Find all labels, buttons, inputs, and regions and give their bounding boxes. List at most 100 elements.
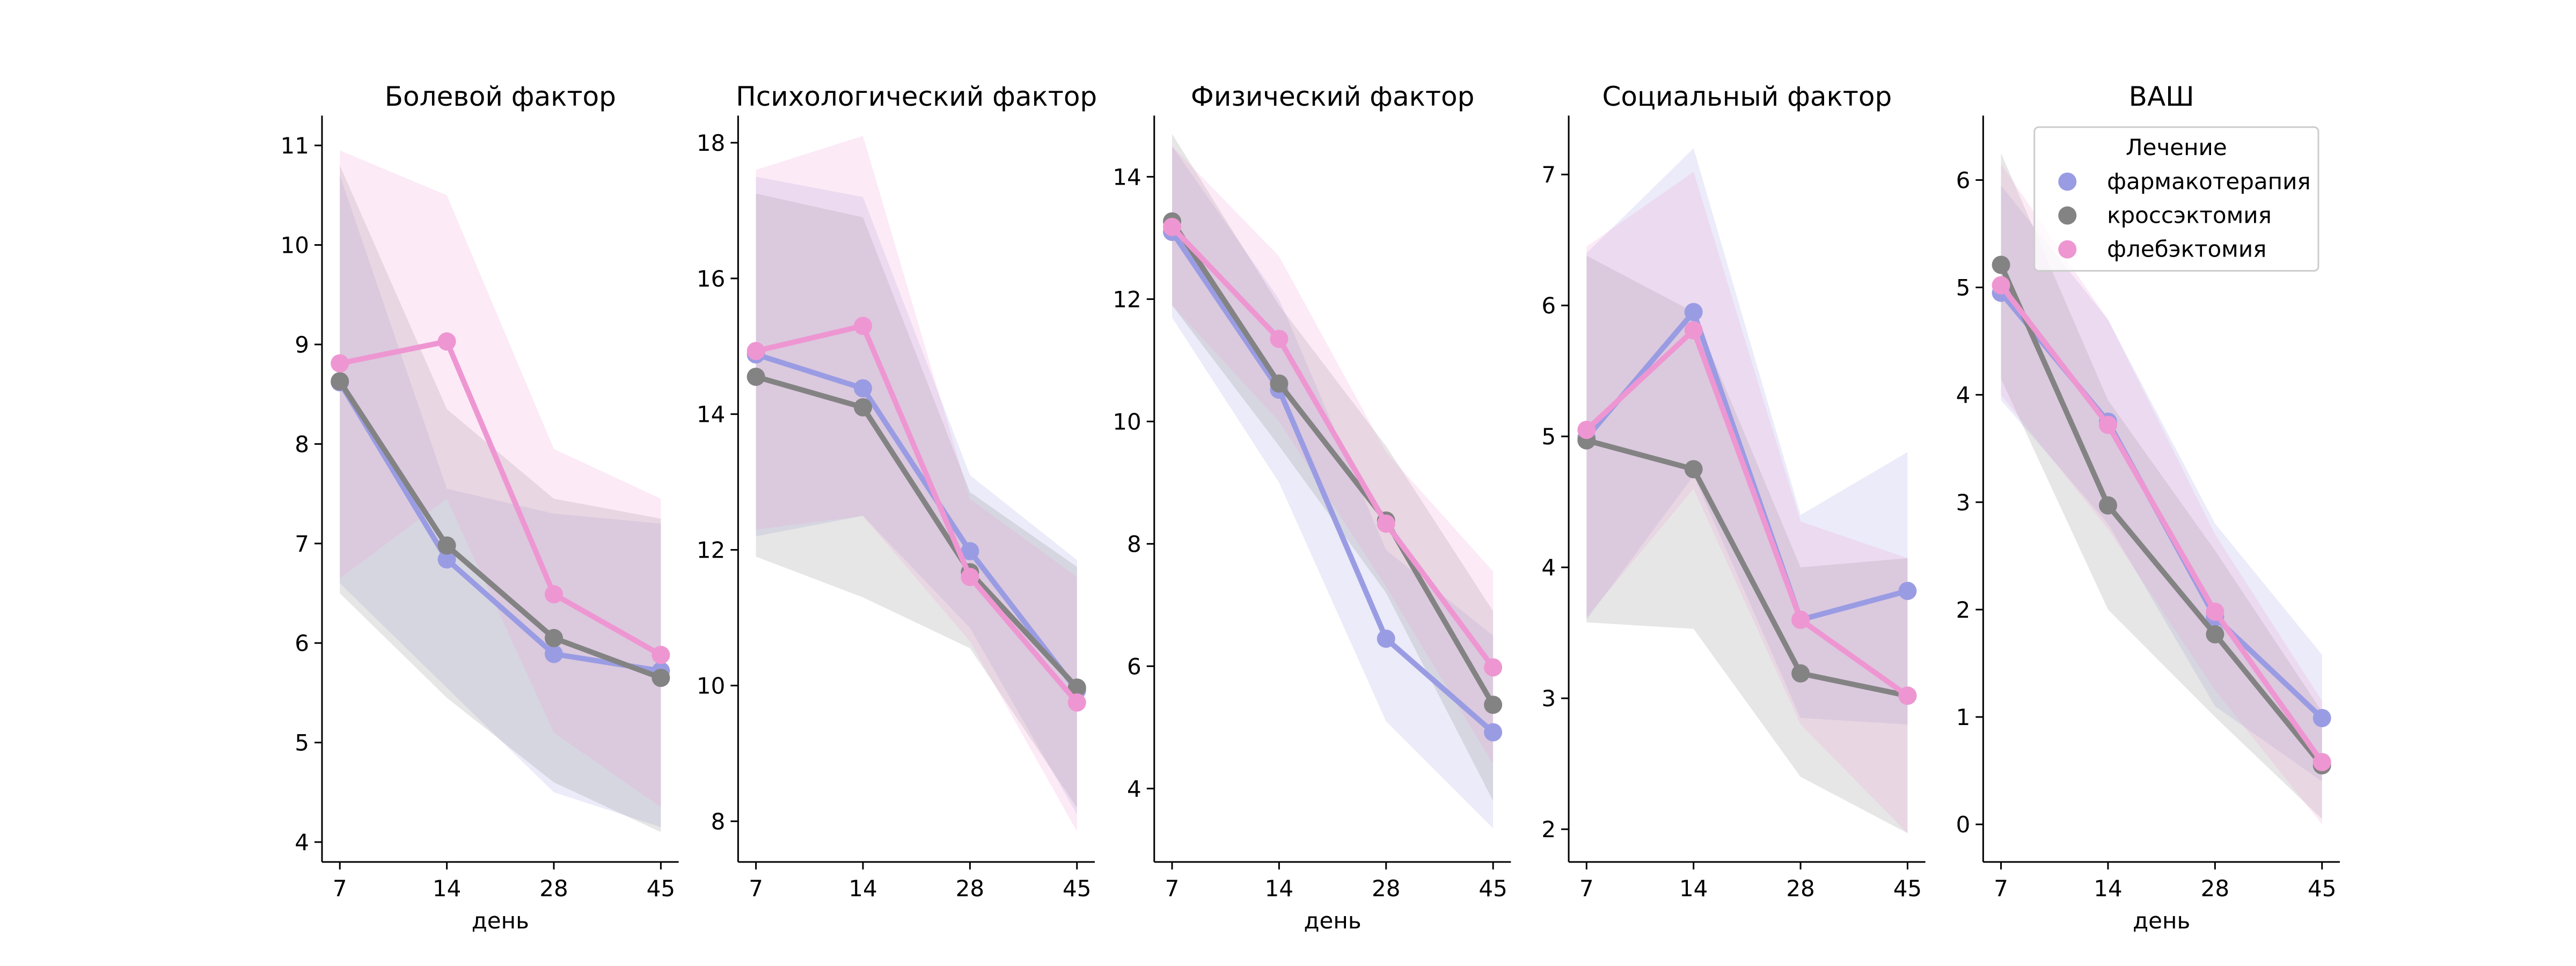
legend-box	[2033, 126, 2319, 272]
data-point	[1067, 678, 1086, 697]
data-point	[747, 368, 765, 386]
y-tick-label: 4	[1956, 382, 1971, 408]
y-tick-label: 12	[1113, 286, 1141, 312]
legend-item-label: кроссэктомия	[2107, 202, 2272, 229]
data-point	[652, 646, 670, 664]
data-point	[1484, 658, 1503, 677]
legend: Лечение фармакотерапия кроссэктомия флебэкт…	[2033, 126, 2319, 272]
legend-marker	[2058, 240, 2077, 259]
x-tick-label: 45	[1063, 875, 1091, 902]
y-tick-label: 5	[1956, 275, 1971, 301]
data-point	[331, 354, 349, 373]
legend-marker	[2058, 206, 2077, 225]
y-tick-label: 1	[1956, 704, 1971, 730]
panel-title: Психологический фактор	[736, 81, 1097, 112]
ci-band-2	[340, 165, 661, 832]
y-tick-label: 10	[697, 672, 725, 699]
x-tick-label: 14	[1679, 875, 1708, 902]
data-point	[1684, 303, 1703, 321]
y-tick-label: 8	[295, 431, 309, 457]
x-tick-label: 45	[647, 875, 675, 902]
data-point	[961, 568, 979, 587]
x-tick-label: 7	[333, 875, 347, 902]
series-line-1	[337, 380, 662, 674]
panel-2: 8 10 12 14 16 18 7 14 28 45 Психологический фактор	[697, 81, 1097, 902]
x-tick-label: 14	[1265, 875, 1293, 902]
y-tick-label: 0	[1956, 811, 1971, 838]
y-tick-label: 8	[711, 808, 726, 835]
ci-band-3	[340, 150, 661, 808]
data-point	[1898, 582, 1917, 601]
legend-title: Лечение	[2126, 134, 2227, 160]
data-point	[1992, 255, 2010, 274]
y-tick-label: 10	[1113, 408, 1141, 435]
ci-band-3	[2001, 164, 2322, 825]
x-axis-label: день	[472, 908, 529, 934]
data-point	[1791, 664, 1810, 683]
x-tick-label: 45	[2308, 875, 2336, 902]
data-point	[437, 550, 456, 569]
data-point	[545, 585, 563, 604]
data-point	[1067, 693, 1086, 712]
data-point	[2099, 496, 2117, 515]
series-line-2	[338, 379, 662, 680]
y-tick-label: 9	[295, 332, 309, 358]
y-tick-label: 14	[697, 401, 725, 428]
series-line-2	[1169, 219, 1496, 706]
data-point	[437, 536, 456, 555]
data-point	[2206, 625, 2224, 643]
y-tick-label: 2	[1541, 816, 1556, 843]
data-point	[545, 628, 563, 647]
legend-item-label: флебэктомия	[2107, 236, 2266, 262]
data-point	[2312, 709, 2331, 727]
panel-title: ВАШ	[2129, 81, 2194, 112]
ci-band-3	[756, 136, 1077, 832]
x-tick-label: 7	[1994, 875, 2008, 902]
y-tick-label: 7	[1541, 162, 1556, 188]
data-point	[652, 669, 670, 687]
series-line-2	[1999, 264, 2324, 767]
y-tick-label: 3	[1956, 489, 1971, 516]
y-tick-label: 12	[697, 537, 725, 564]
y-tick-label: 5	[1541, 423, 1556, 450]
panel-3: 4 6 8 10 12 14 7 14 28 45 день Физический фактор	[1113, 81, 1511, 934]
data-point	[1270, 374, 1289, 393]
ci-band-1	[756, 177, 1077, 815]
ci-band-2	[1172, 134, 1494, 801]
x-tick-label: 45	[1479, 875, 1507, 902]
y-tick-label: 2	[1956, 597, 1971, 623]
y-tick-label: 4	[1541, 554, 1556, 581]
data-point	[1377, 630, 1395, 648]
panel-title: Социальный фактор	[1602, 81, 1892, 112]
series-line-3	[1999, 283, 2324, 764]
data-point	[545, 645, 563, 663]
data-point	[2206, 602, 2224, 621]
panel-title: Физический фактор	[1191, 81, 1475, 112]
x-tick-label: 7	[1165, 875, 1180, 902]
data-point	[1684, 460, 1703, 479]
data-point	[1791, 610, 1810, 629]
x-axis-label: день	[1304, 908, 1362, 934]
ci-band-2	[756, 193, 1077, 808]
y-tick-label: 18	[697, 130, 725, 156]
data-point	[854, 398, 872, 416]
x-tick-label: 28	[2201, 875, 2229, 902]
y-tick-label: 6	[1127, 653, 1141, 679]
data-point	[1484, 723, 1503, 742]
series-line-2	[1585, 437, 1908, 699]
y-tick-label: 8	[1127, 531, 1141, 557]
series-line-3	[1170, 225, 1496, 669]
y-tick-label: 6	[1956, 167, 1971, 193]
y-tick-label: 7	[295, 531, 309, 557]
data-point	[2099, 415, 2117, 434]
data-point	[747, 342, 765, 361]
y-tick-label: 4	[1127, 775, 1141, 802]
y-tick-label: 4	[295, 829, 309, 855]
x-tick-label: 28	[1786, 875, 1814, 902]
x-tick-label: 28	[539, 875, 568, 902]
panel-title: Болевой фактор	[385, 81, 616, 112]
